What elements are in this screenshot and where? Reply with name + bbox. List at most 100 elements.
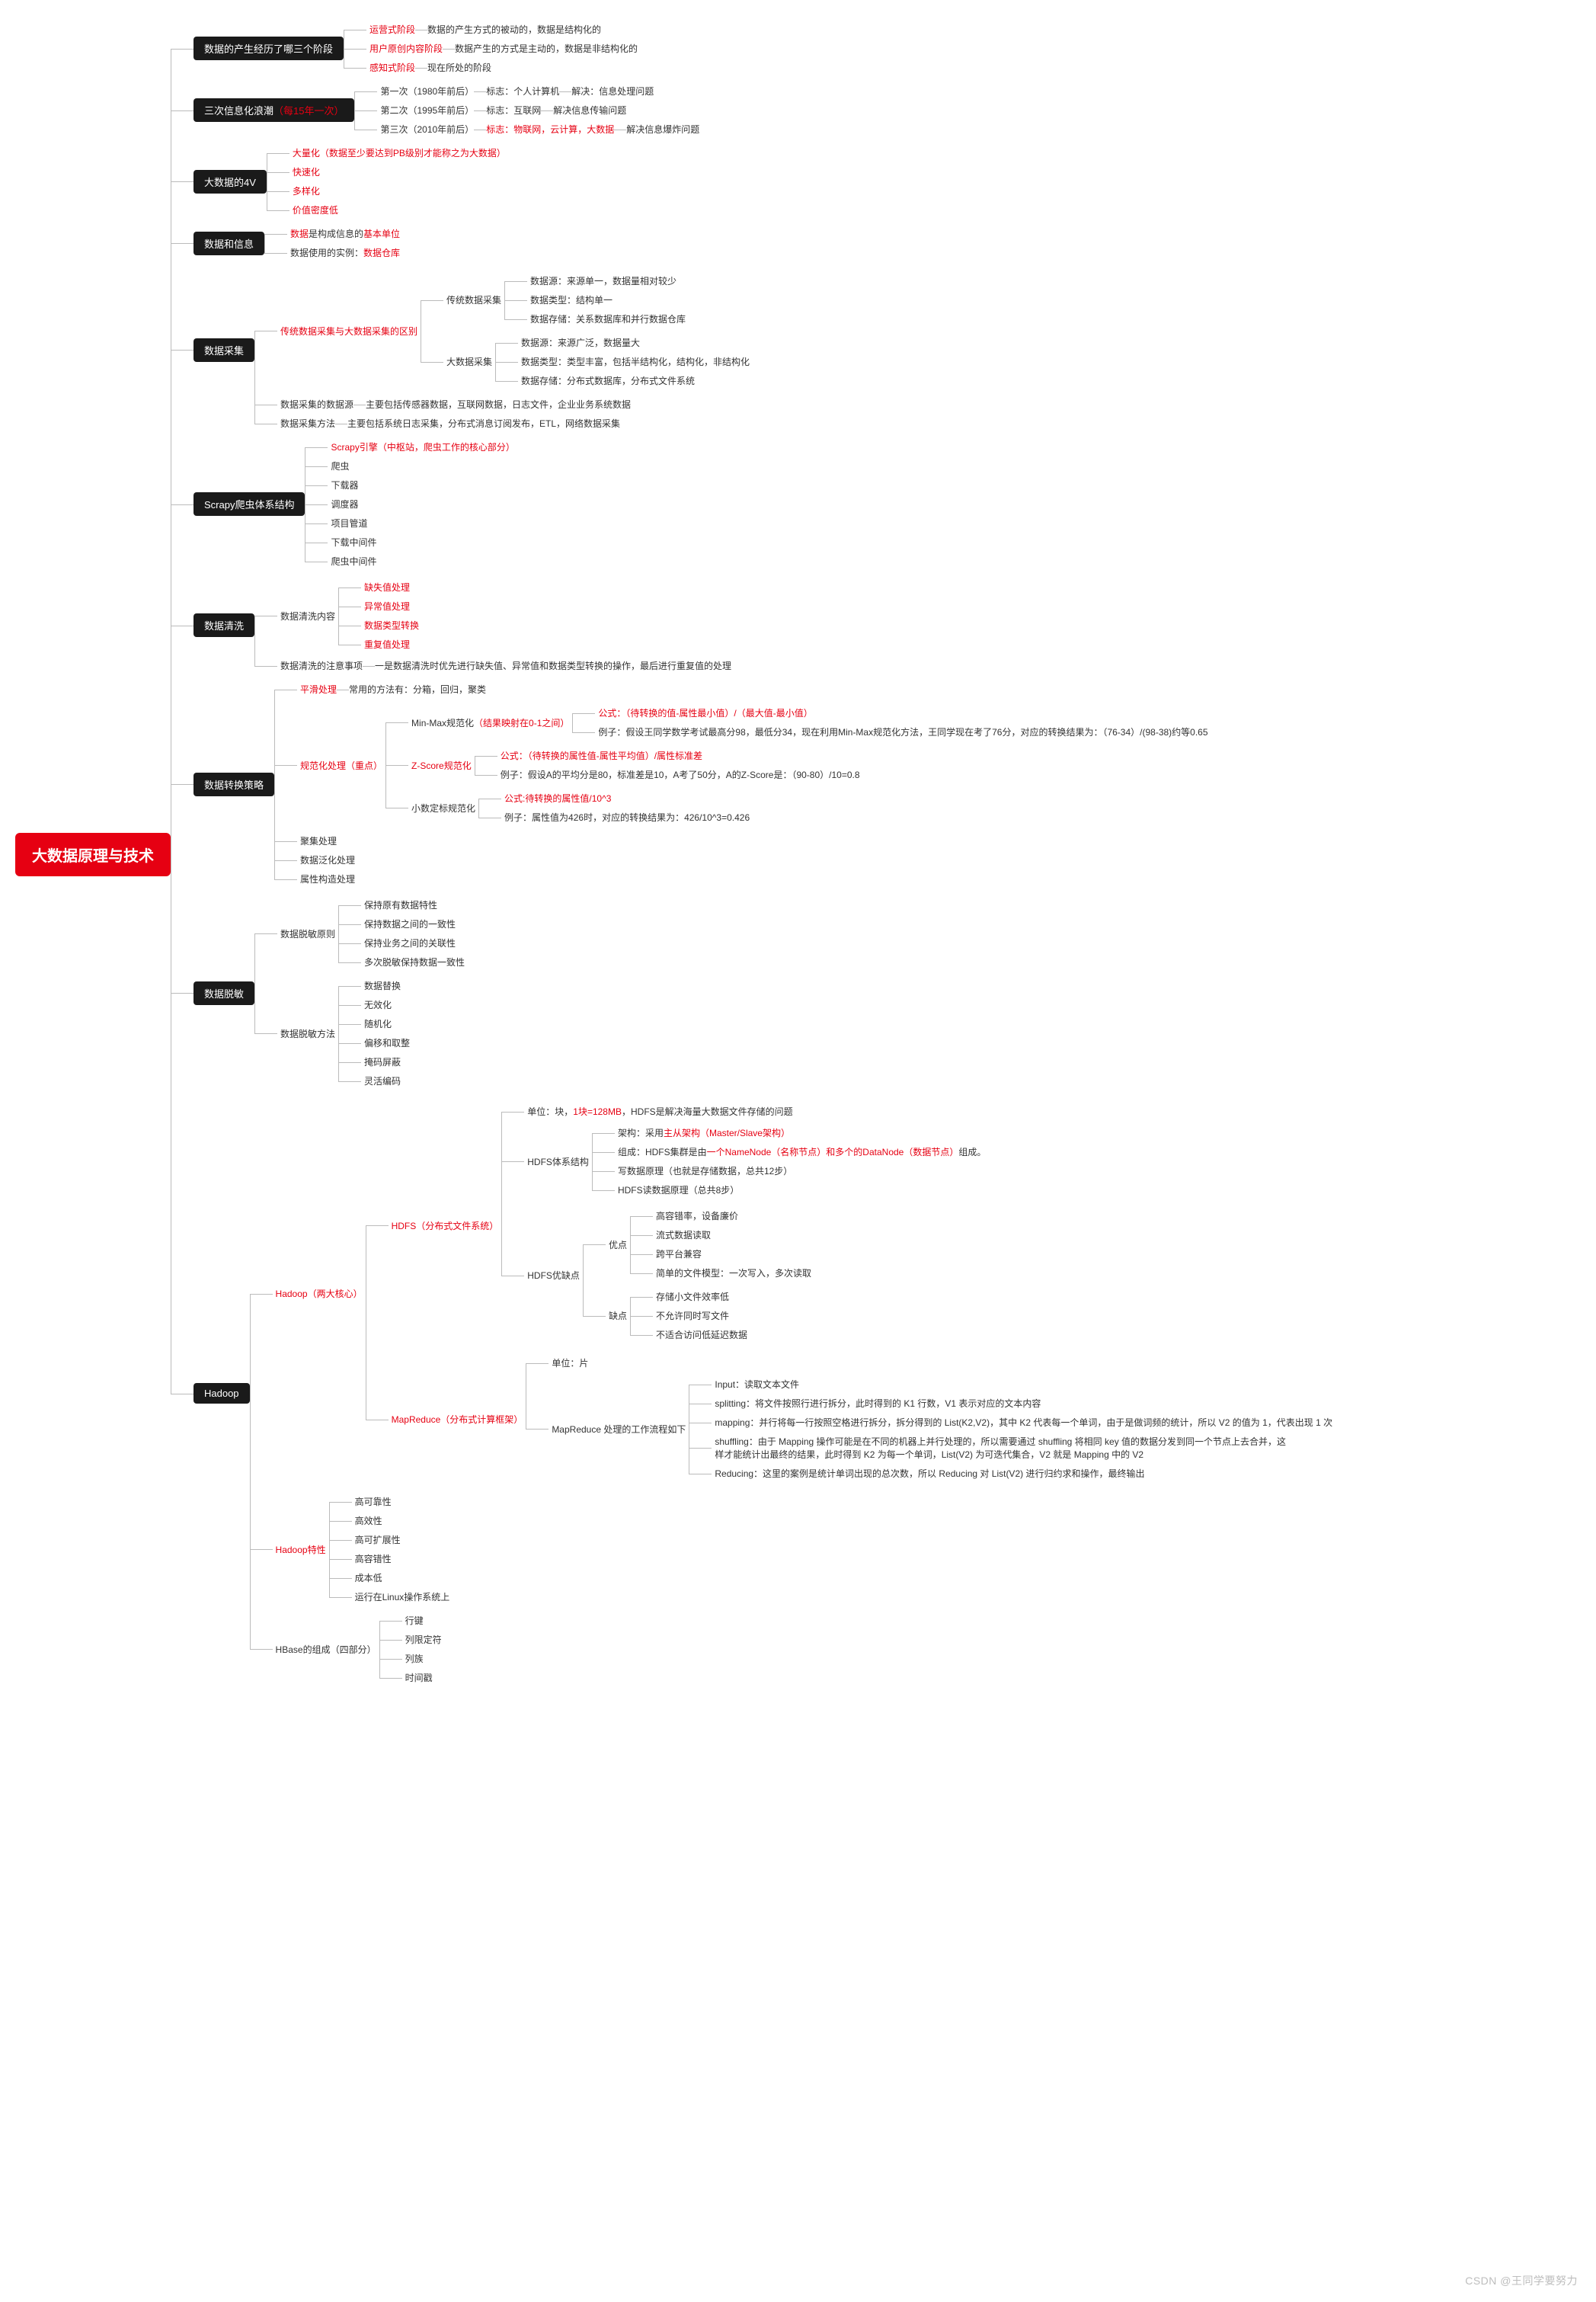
mr-unit: 单位：片 (549, 1356, 591, 1370)
big-2: 数据存储：分布式数据库，分布式文件系统 (518, 373, 698, 388)
wave-0: 第一次（1980年前后）标志：个人计算机解决：信息处理问题 (377, 84, 657, 98)
clean-c2: 数据类型转换 (361, 618, 422, 632)
mapreduce: MapReduce（分布式计算框架） (389, 1412, 526, 1426)
4v-1: 快速化 (289, 165, 323, 179)
trad-2: 数据存储：关系数据库和并行数据仓库 (527, 312, 689, 326)
mr-flow: MapReduce 处理的工作流程如下 (549, 1422, 689, 1436)
hadoop-feature: Hadoop特性 (273, 1542, 329, 1557)
wave-2: 第三次（2010年前后）标志：物联网，云计算，大数据解决信息爆炸问题 (377, 122, 702, 136)
desens-principle: 数据脱敏原则 (277, 927, 338, 941)
hdfs-pros: 优点 (606, 1237, 630, 1252)
mr-1: splitting：将文件按照行进行拆分，此时得到的 K1 行数，V1 表示对应… (712, 1396, 1044, 1410)
branch-hadoop: Hadoop (194, 1383, 250, 1404)
hf-2: 高可扩展性 (352, 1532, 404, 1547)
hf-3: 高容错性 (352, 1551, 395, 1566)
desens-method: 数据脱敏方法 (277, 1026, 338, 1041)
con-0: 存储小文件效率低 (653, 1289, 732, 1304)
dm-1: 无效化 (361, 997, 395, 1012)
scrapy-0: Scrapy引擎（中枢站，爬虫工作的核心部分） (328, 440, 517, 454)
minmax-formula: 公式：（待转换的值-属性最小值）/（最大值-最小值） (595, 706, 815, 720)
4v-2: 多样化 (289, 184, 323, 198)
decimal-example: 例子：属性值为426时，对应的转换结果为：426/10^3=0.426 (501, 810, 753, 824)
pro-3: 简单的文件模型：一次写入，多次读取 (653, 1266, 814, 1280)
hf-4: 成本低 (352, 1570, 385, 1585)
norm: 规范化处理（重点） (297, 758, 385, 773)
arch-b: 组成：HDFS集群是由一个NameNode（名称节点）和多个的DataNode（… (615, 1145, 989, 1159)
hdfs: HDFS（分布式文件系统） (389, 1218, 502, 1233)
branch-stages: 数据的产生经历了哪三个阶段 (194, 37, 344, 60)
hf-1: 高效性 (352, 1513, 385, 1528)
zscore: Z-Score规范化 (408, 758, 475, 773)
watermark: CSDN @王同学要努力 (1465, 2273, 1578, 2288)
mr-3: shuffling：由于 Mapping 操作可能是在不同的机器上并行处理的，所… (712, 1434, 1297, 1462)
trans-other-2: 属性构造处理 (297, 872, 358, 886)
con-2: 不适合访问低延迟数据 (653, 1327, 750, 1342)
info-0: 数据是构成信息的基本单位 (287, 226, 403, 241)
collect-trad: 传统数据采集 (443, 293, 504, 307)
collect-method: 数据采集方法主要包括系统日志采集，分布式消息订阅发布，ETL，网络数据采集 (277, 416, 623, 431)
hb-0: 行键 (402, 1613, 427, 1628)
mr-0: Input：读取文本文件 (712, 1377, 802, 1391)
arch-d: HDFS读数据原理（总共8步） (615, 1183, 742, 1197)
dp-2: 保持业务之间的关联性 (361, 936, 459, 950)
con-1: 不允许同时写文件 (653, 1308, 732, 1323)
hb-2: 列族 (402, 1651, 427, 1666)
dp-3: 多次脱敏保持数据一致性 (361, 955, 468, 969)
mr-4: Reducing：这里的案例是统计单词出现的总次数，所以 Reducing 对 … (712, 1466, 1147, 1481)
branch-desens: 数据脱敏 (194, 981, 254, 1005)
dp-1: 保持数据之间的一致性 (361, 917, 459, 931)
scrapy-6: 爬虫中间件 (328, 554, 379, 568)
stage-2: 感知式阶段 现在所处的阶段 (366, 60, 494, 75)
big-0: 数据源：来源广泛，数据量大 (518, 335, 643, 350)
scrapy-3: 调度器 (328, 497, 361, 511)
clean-c3: 重复值处理 (361, 637, 413, 652)
smooth: 平滑处理常用的方法有：分箱，回归，聚类 (297, 682, 489, 696)
wave-1: 第二次（1995年前后）标志：互联网解决信息传输问题 (377, 103, 629, 117)
scrapy-5: 下载中间件 (328, 535, 379, 549)
scrapy-4: 项目管道 (328, 516, 370, 530)
mindmap-root: 大数据原理与技术 数据的产生经历了哪三个阶段 运营式阶段 数据的产生方式的被动的… (15, 15, 1581, 1694)
dm-0: 数据替换 (361, 978, 404, 993)
branch-4v: 大数据的4V (194, 170, 267, 194)
stage-0: 运营式阶段 数据的产生方式的被动的，数据是结构化的 (366, 22, 604, 37)
clean-c0: 缺失值处理 (361, 580, 413, 594)
arch-a: 架构：采用主从架构（Master/Slave架构） (615, 1125, 793, 1140)
root-node: 大数据原理与技术 (15, 833, 171, 876)
trans-other-0: 聚集处理 (297, 834, 340, 848)
big-1: 数据类型：类型丰富，包括半结构化，结构化，非结构化 (518, 354, 753, 369)
decimal-formula: 公式:待转换的属性值/10^3 (501, 791, 614, 805)
hdfs-cons: 缺点 (606, 1308, 630, 1323)
trad-0: 数据源：来源单一，数据量相对较少 (527, 274, 680, 288)
dm-4: 掩码屏蔽 (361, 1055, 404, 1069)
arch-c: 写数据原理（也就是存储数据，总共12步） (615, 1164, 795, 1178)
dm-5: 灵活编码 (361, 1074, 404, 1088)
hb-3: 时间戳 (402, 1670, 436, 1685)
clean-c1: 异常值处理 (361, 599, 413, 613)
scrapy-2: 下载器 (328, 478, 361, 492)
branch-collect: 数据采集 (194, 338, 254, 362)
hf-0: 高可靠性 (352, 1494, 395, 1509)
branch-info: 数据和信息 (194, 232, 264, 255)
dp-0: 保持原有数据特性 (361, 898, 440, 912)
collect-diff: 传统数据采集与大数据采集的区别 (277, 324, 421, 338)
dm-3: 偏移和取整 (361, 1036, 413, 1050)
hbase: HBase的组成（四部分） (273, 1642, 379, 1657)
pro-1: 流式数据读取 (653, 1228, 714, 1242)
pro-0: 高容错率，设备廉价 (653, 1209, 741, 1223)
branch-transform: 数据转换策略 (194, 773, 274, 796)
decimal: 小数定标规范化 (408, 801, 478, 815)
zscore-formula: 公式：（待转换的属性值-属性平均值）/属性标准差 (497, 748, 705, 763)
trans-other-1: 数据泛化处理 (297, 853, 358, 867)
minmax-example: 例子：假设王同学数学考试最高分98，最低分34，现在利用Min-Max规范化方法… (595, 725, 1211, 739)
pro-2: 跨平台兼容 (653, 1247, 705, 1261)
hf-5: 运行在Linux操作系统上 (352, 1590, 453, 1604)
stage-1: 用户原创内容阶段 数据产生的方式是主动的，数据是非结构化的 (366, 41, 641, 56)
trad-1: 数据类型：结构单一 (527, 293, 616, 307)
hdfs-arch: HDFS体系结构 (524, 1154, 592, 1169)
scrapy-1: 爬虫 (328, 459, 352, 473)
4v-0: 大量化（数据至少要达到PB级别才能称之为大数据） (289, 146, 509, 160)
branch-clean: 数据清洗 (194, 613, 254, 637)
hdfs-unit: 单位：块，1块=128MB，HDFS是解决海量大数据文件存储的问题 (524, 1104, 795, 1119)
collect-big: 大数据采集 (443, 354, 495, 369)
branch-scrapy: Scrapy爬虫体系结构 (194, 492, 305, 516)
